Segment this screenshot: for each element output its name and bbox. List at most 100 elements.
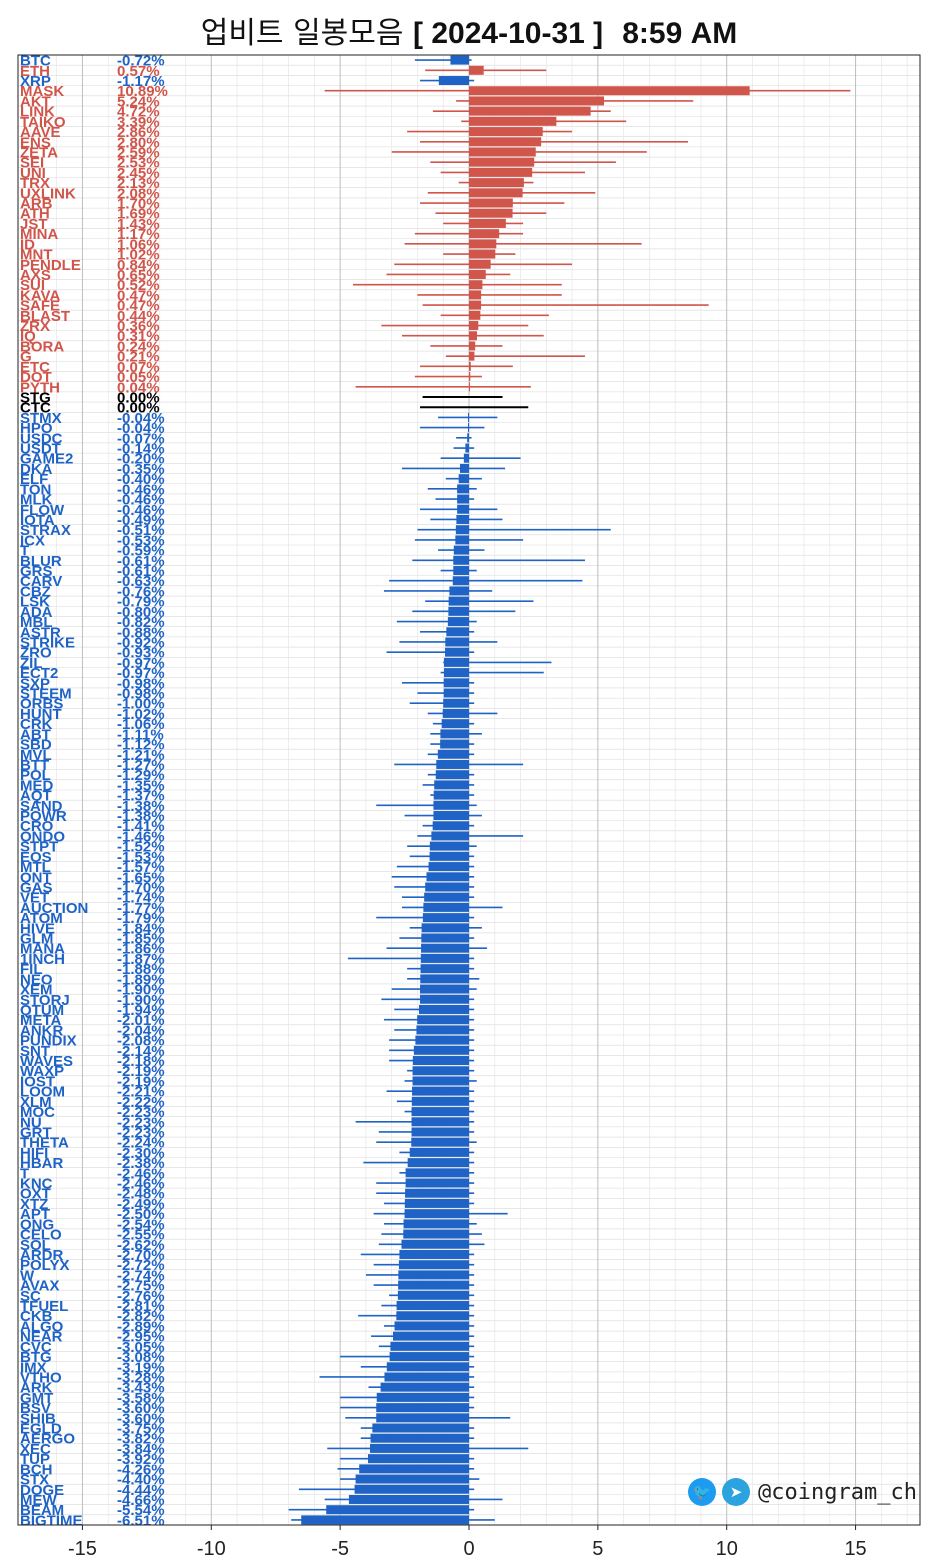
change-label: -1.27%: [117, 757, 165, 774]
bar: [380, 1382, 469, 1392]
bar: [412, 1066, 469, 1076]
change-label: 0.36%: [117, 318, 160, 335]
change-label: 3.39%: [117, 114, 160, 131]
bar: [445, 647, 469, 657]
ticker-label: MBL: [20, 614, 53, 631]
change-label: -1.90%: [117, 982, 165, 999]
ticker-label: DKA: [20, 461, 53, 478]
ticker-label: ATH: [20, 206, 50, 223]
change-label: -2.23%: [117, 1114, 165, 1131]
ticker-label: 1INCH: [20, 951, 65, 968]
change-label: -0.63%: [117, 573, 165, 590]
change-label: 0.05%: [117, 369, 160, 386]
bar: [469, 65, 484, 75]
x-tick-label: -15: [68, 1538, 97, 1560]
bar: [355, 1474, 469, 1484]
ticker-label: NEAR: [20, 1329, 63, 1346]
change-label: -0.79%: [117, 594, 165, 611]
change-label: -3.92%: [117, 1451, 165, 1468]
x-tick-label: 10: [716, 1538, 738, 1560]
change-label: -2.46%: [117, 1165, 165, 1182]
change-label: -0.80%: [117, 604, 165, 621]
bar: [469, 259, 491, 269]
ticker-label: MASK: [20, 83, 64, 100]
ticker-label: CKB: [20, 1308, 53, 1325]
title-date: [ 2024-10-31 ]: [413, 17, 604, 50]
ticker-label: MINA: [20, 226, 58, 243]
ticker-label: XLM: [20, 1094, 52, 1111]
change-label: -0.97%: [117, 655, 165, 672]
change-label: -1.86%: [117, 941, 165, 958]
bar: [389, 1352, 469, 1362]
bar: [445, 637, 469, 647]
change-label: -0.97%: [117, 665, 165, 682]
ticker-label: IOTA: [20, 512, 55, 529]
x-axis: -15 -10 -5 0 5 10 15: [68, 1525, 867, 1560]
bar: [404, 1209, 469, 1219]
bar: [411, 1096, 469, 1106]
bar: [420, 953, 469, 963]
bar: [469, 127, 543, 137]
bar: [438, 76, 469, 86]
ticker-label: EGLD: [20, 1421, 62, 1438]
title-prefix: 업비트 일봉모음: [200, 16, 404, 51]
change-label: -1.35%: [117, 777, 165, 794]
bar: [440, 729, 469, 739]
ticker-label: ZRO: [20, 645, 52, 662]
change-label: -0.07%: [117, 430, 165, 447]
change-label: -2.14%: [117, 1043, 165, 1060]
bar: [469, 300, 482, 310]
ticker-label: PENDLE: [20, 257, 81, 274]
change-label: -2.08%: [117, 1033, 165, 1050]
ticker-label: BORA: [20, 338, 64, 355]
bar: [433, 811, 469, 821]
ticker-label: ID: [20, 236, 35, 253]
change-label: 4.72%: [117, 104, 160, 121]
ticker-label: POLYX: [20, 1257, 69, 1274]
change-label: -2.18%: [117, 1053, 165, 1070]
ticker-label: ECT2: [20, 665, 58, 682]
bar: [405, 1168, 469, 1178]
bar: [420, 974, 469, 984]
change-label: -0.72%: [117, 53, 165, 70]
bar: [370, 1443, 469, 1453]
ticker-label: ARDR: [20, 1247, 63, 1264]
ticker-label: AUCTION: [20, 900, 88, 917]
ticker-label: PYTH: [20, 379, 60, 396]
bar: [419, 1004, 469, 1014]
bar: [370, 1433, 469, 1443]
change-label: -3.82%: [117, 1431, 165, 1448]
change-label: -1.06%: [117, 716, 165, 733]
ticker-label: IOST: [20, 1073, 55, 1090]
ticker-label: BTC: [20, 53, 51, 70]
change-label: -3.08%: [117, 1349, 165, 1366]
bar: [469, 116, 557, 126]
twitter-bird-icon[interactable]: 🐦: [688, 1478, 716, 1506]
change-label: -1.46%: [117, 828, 165, 845]
bar: [448, 596, 469, 606]
telegram-plane-icon[interactable]: ➤: [722, 1478, 750, 1506]
bar: [398, 1280, 469, 1290]
ticker-label: META: [20, 1012, 62, 1029]
ticker-label: ATOM: [20, 910, 63, 927]
ticker-label: UNI: [20, 165, 46, 182]
bar: [412, 1086, 469, 1096]
ticker-label: AQT: [20, 788, 52, 805]
change-label: -0.14%: [117, 441, 165, 458]
ticker-label: AXS: [20, 267, 51, 284]
change-label: -3.05%: [117, 1339, 165, 1356]
change-label: 0.04%: [117, 379, 160, 396]
change-label: -1.41%: [117, 818, 165, 835]
ticker-label: BLAST: [20, 308, 70, 325]
change-label: -0.61%: [117, 553, 165, 570]
title-time: 8:59 AM: [622, 17, 738, 50]
bar: [398, 1260, 469, 1270]
change-label: -2.19%: [117, 1073, 165, 1090]
change-label: -1.84%: [117, 920, 165, 937]
change-label: -0.53%: [117, 532, 165, 549]
ticker-label: VET: [20, 890, 49, 907]
change-label: 0.52%: [117, 277, 160, 294]
ticker-label: KAVA: [20, 287, 60, 304]
ticker-label: STPT: [20, 839, 58, 856]
